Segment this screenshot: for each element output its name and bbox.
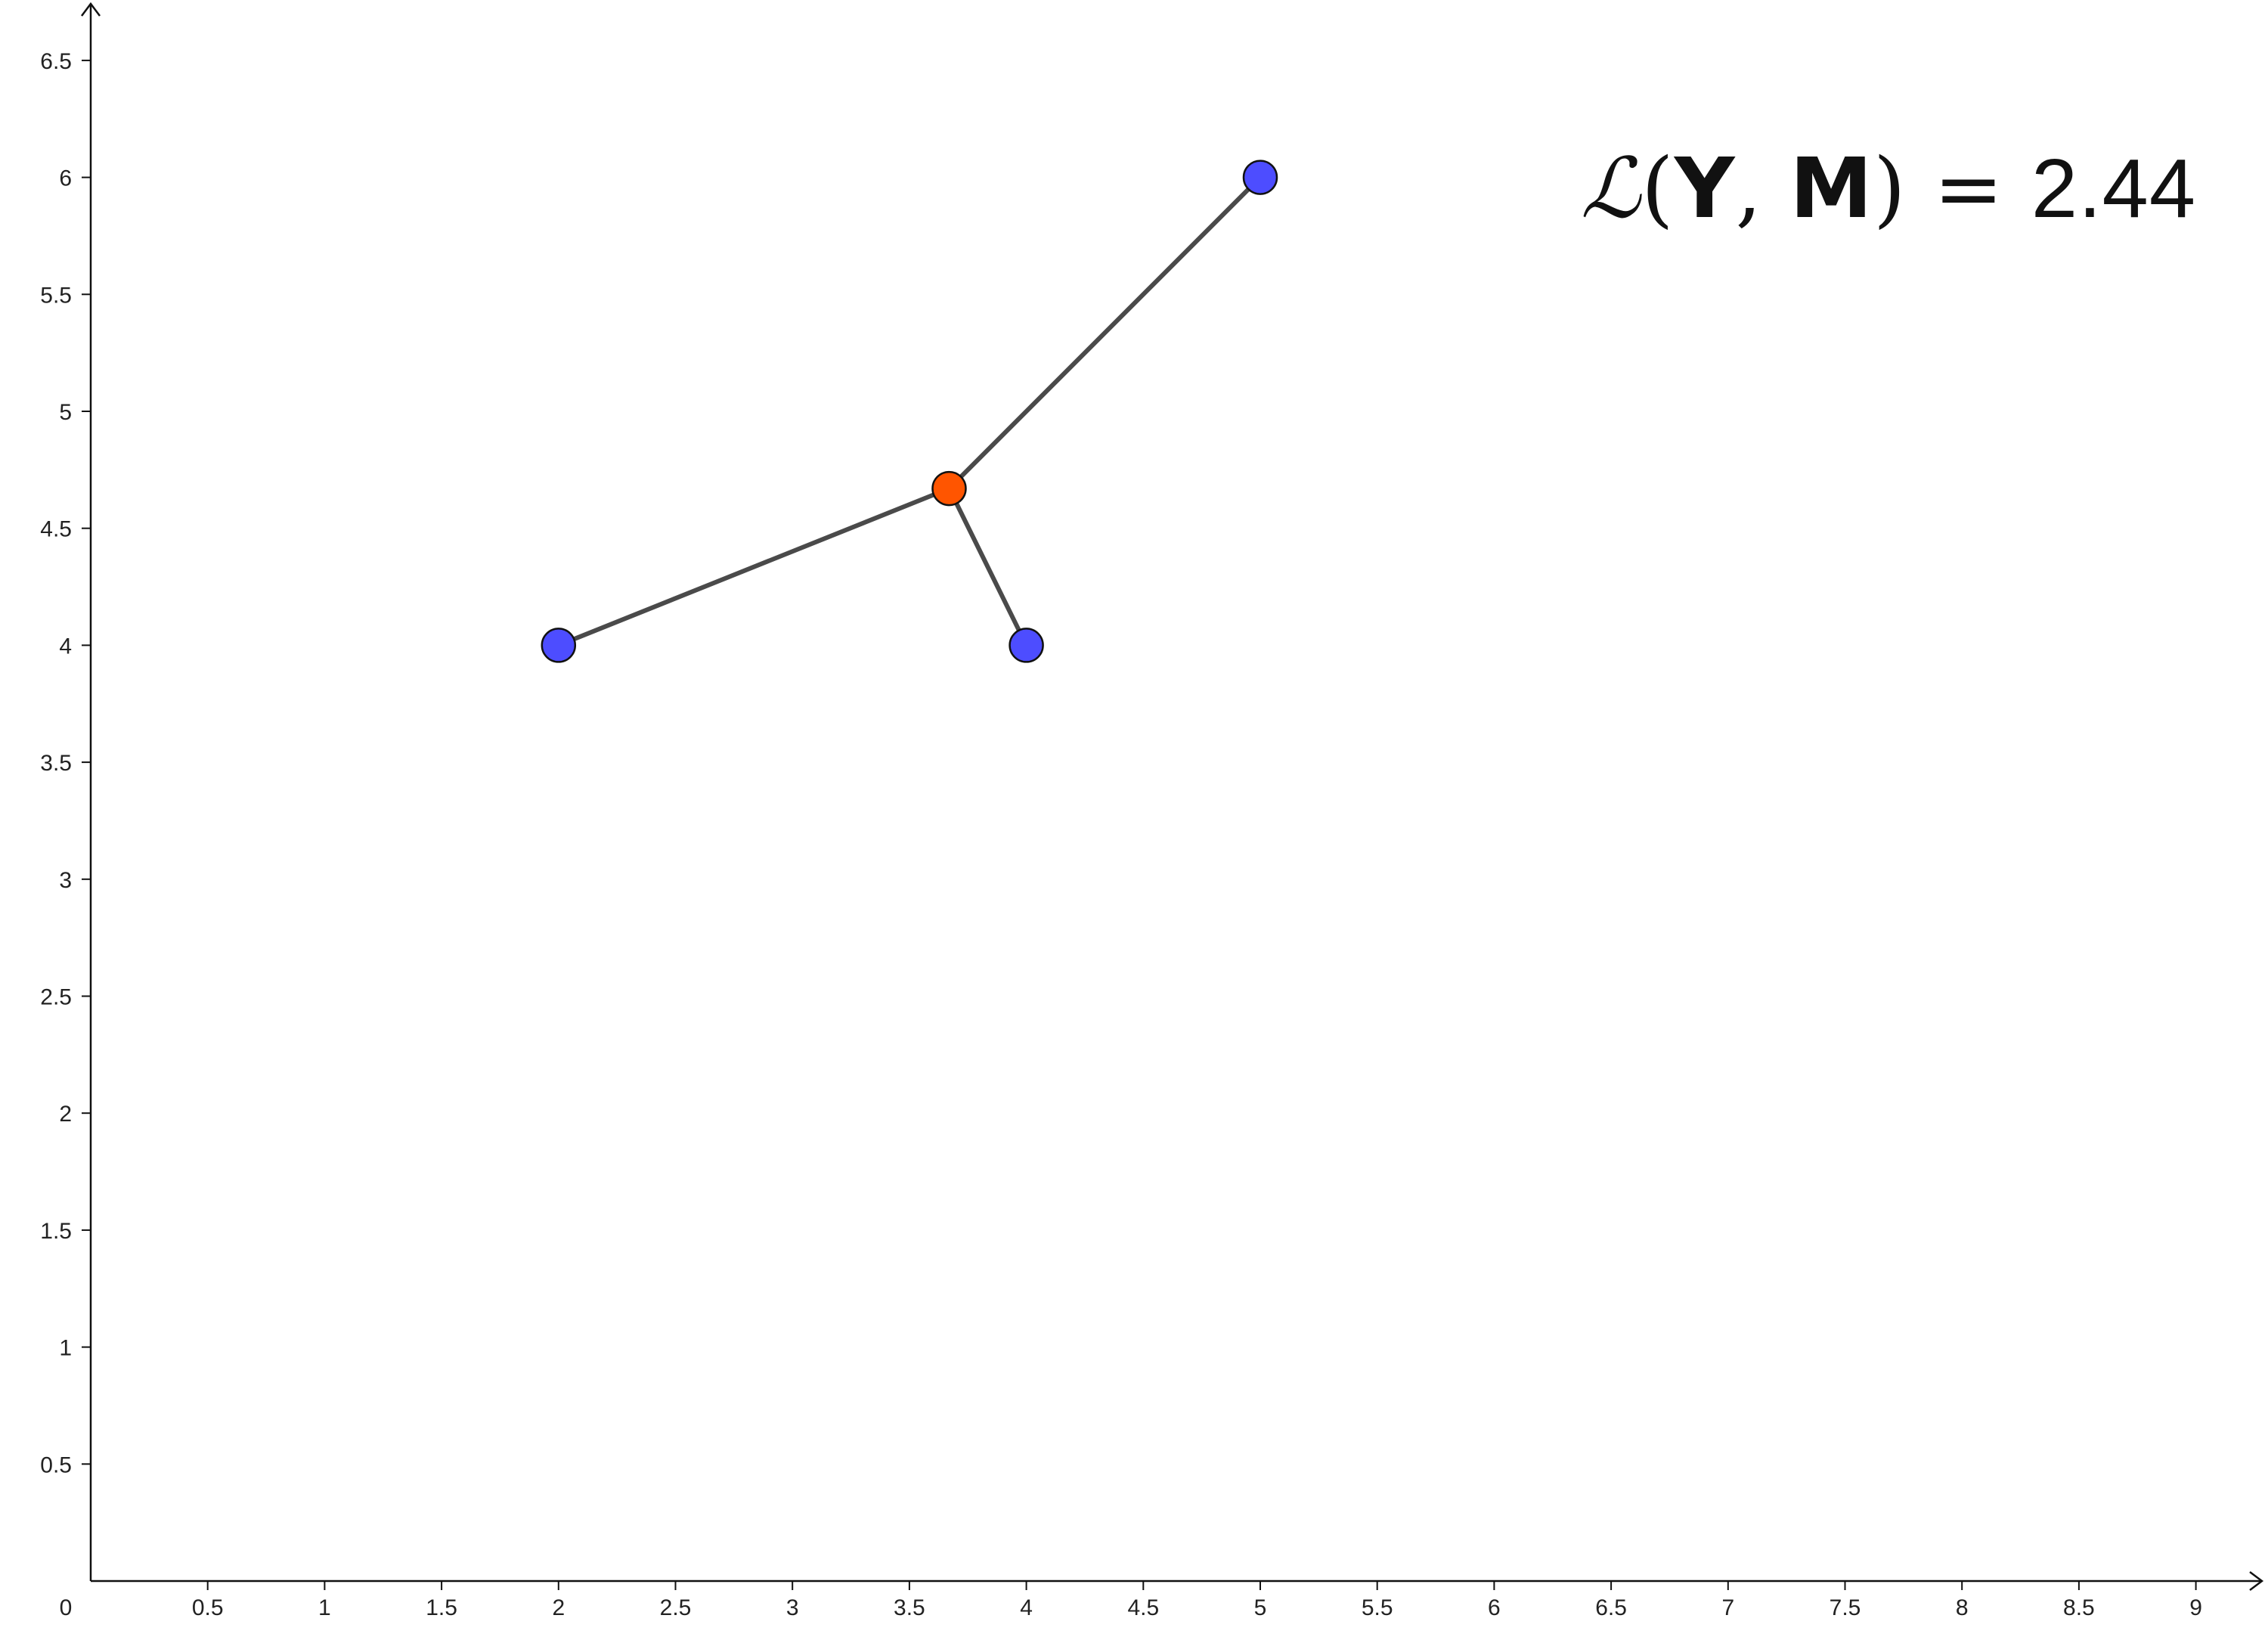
y-tick-label: 6: [59, 166, 72, 191]
y-axis-arrow: [81, 2, 101, 17]
y-tick-label: 1.5: [40, 1219, 72, 1244]
y-tick-label: 4: [59, 634, 72, 659]
x-tick-label: 5: [1254, 1595, 1267, 1620]
x-tick-label: 6.5: [1595, 1595, 1627, 1620]
data-point: [1009, 628, 1044, 663]
x-tick-label: 3: [786, 1595, 799, 1620]
loss-value: 2.44: [2031, 142, 2196, 235]
close-paren: ): [1873, 140, 1907, 237]
points: [541, 160, 1278, 663]
y-tick-label: 4.5: [40, 517, 72, 542]
x-tick-label: 4: [1020, 1595, 1033, 1620]
x-tick-label: 3.5: [894, 1595, 925, 1620]
y-tick-label: 0.5: [40, 1452, 72, 1477]
x-tick-label: 5.5: [1362, 1595, 1393, 1620]
x-tick-label: 2.5: [660, 1595, 692, 1620]
arg-m: M: [1789, 140, 1873, 237]
x-tick-label: 9: [2189, 1595, 2202, 1620]
x-tick-label: 8.5: [2063, 1595, 2095, 1620]
x-axis-arrow: [2249, 1571, 2264, 1591]
x-tick-label: 1.5: [426, 1595, 457, 1620]
loss-annotation: ℒ(Y, M) = 2.44: [1581, 140, 2196, 237]
y-tick-label: 6.5: [40, 49, 72, 74]
y-tick-label: 3: [59, 868, 72, 893]
loss-symbol: ℒ: [1580, 140, 1641, 237]
y-tick-label: 5.5: [40, 283, 72, 308]
x-tick-label: 8: [1956, 1595, 1969, 1620]
equals-sign: =: [1906, 140, 2031, 237]
arg-y: Y: [1674, 140, 1736, 237]
axes: [81, 2, 2264, 1591]
x-tick-label: 0.5: [192, 1595, 224, 1620]
connector-segment: [947, 175, 1263, 491]
x-tick-label: 4.5: [1127, 1595, 1159, 1620]
separator: ,: [1735, 140, 1790, 237]
connector-segment: [947, 486, 1029, 648]
ticks: 0 0.5 1 1.5 2 2.5 3 3.5 4 4.5 5 5.5 6 6.5 7 7.5 8 8.5 9 0.5…: [40, 49, 2202, 1620]
open-paren: (: [1641, 140, 1675, 237]
x-tick-label: 2: [552, 1595, 565, 1620]
x-tick-label: 7: [1721, 1595, 1734, 1620]
x-tick-label: 1: [318, 1595, 331, 1620]
x-tick-label: 7.5: [1830, 1595, 1861, 1620]
connector-segment: [556, 486, 952, 648]
data-point: [1242, 160, 1278, 195]
x-tick-label: 6: [1488, 1595, 1501, 1620]
data-point: [541, 628, 577, 663]
y-tick-label: 5: [59, 400, 72, 425]
center-point: [931, 470, 967, 507]
origin-label: 0: [60, 1595, 73, 1620]
y-tick-label: 1: [59, 1336, 72, 1361]
y-tick-label: 2.5: [40, 985, 72, 1010]
segments: [556, 175, 1263, 648]
y-tick-label: 2: [59, 1102, 72, 1127]
y-tick-label: 3.5: [40, 751, 72, 776]
